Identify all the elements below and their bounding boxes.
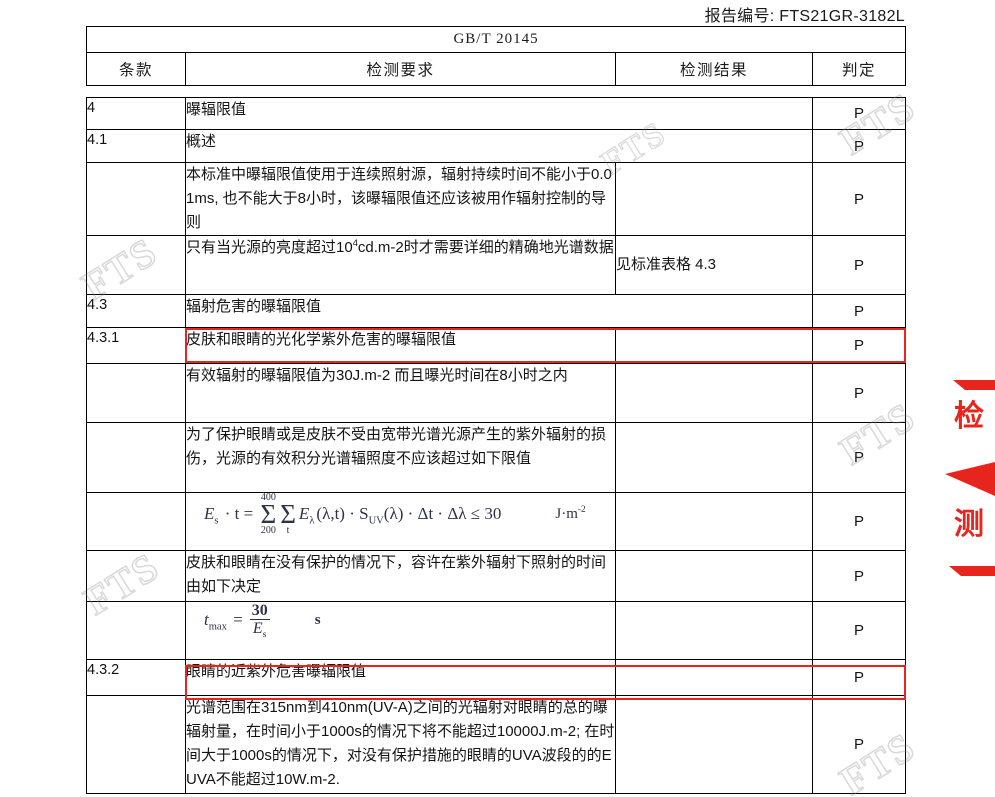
cell-clause xyxy=(86,363,186,423)
cell-result xyxy=(614,601,814,660)
table-header-row: 条款 检测要求 检测结果 判定 xyxy=(86,52,907,86)
cell-verdict: P xyxy=(812,492,907,551)
column-header-requirement: 检测要求 xyxy=(185,52,616,86)
cell-result: 见标准表格 4.3 xyxy=(614,235,814,295)
column-header-verdict: 判定 xyxy=(811,52,907,86)
cell-clause xyxy=(86,695,186,794)
cell-verdict: P xyxy=(812,162,907,236)
cell-clause xyxy=(86,550,186,602)
cell-verdict: P xyxy=(812,294,907,328)
cell-verdict: P xyxy=(812,550,907,602)
cell-verdict: P xyxy=(812,422,907,493)
cell-verdict: P xyxy=(812,235,907,295)
table-row: 4.3.2 眼睛的近紫外危害曝辐限值 P xyxy=(86,659,907,696)
table-row: 光谱范围在315nm到410nm(UV-A)之间的光辐射对眼睛的总的曝辐射量，在… xyxy=(86,695,907,794)
cell-requirement: 皮肤和眼睛在没有保护的情况下，容许在紫外辐射下照射的时间由如下决定 xyxy=(185,550,616,602)
table-row: 为了保护眼睛或是皮肤不受由宽带光谱光源产生的紫外辐射的损伤，光源的有效积分光谱辐… xyxy=(86,422,907,493)
cell-verdict: P xyxy=(812,327,907,364)
cell-verdict: P xyxy=(812,695,907,794)
cell-clause: 4.3.2 xyxy=(86,659,186,696)
cell-verdict: P xyxy=(812,97,907,130)
table-row: 4 曝辐限值 P xyxy=(86,97,907,130)
table-row: 只有当光源的亮度超过104cd.m-2时才需要详细的精确地光谱数据 见标准表格 4… xyxy=(86,235,907,295)
cell-verdict: P xyxy=(812,601,907,660)
table-row: 4.3.1 皮肤和眼睛的光化学紫外危害的曝辐限值 P xyxy=(86,327,907,364)
cell-clause: 4.1 xyxy=(86,129,186,163)
table-row: 本标准中曝辐限值使用于连续照射源，辐射持续时间不能小于0.01ms, 也不能大于… xyxy=(86,162,907,236)
cell-requirement: 为了保护眼睛或是皮肤不受由宽带光谱光源产生的紫外辐射的损伤，光源的有效积分光谱辐… xyxy=(185,422,616,493)
cell-clause xyxy=(86,235,186,295)
report-number: 报告编号: FTS21GR-3182L xyxy=(704,8,905,25)
cell-clause xyxy=(86,422,186,493)
cell-result xyxy=(614,492,814,551)
table-row: 皮肤和眼睛在没有保护的情况下，容许在紫外辐射下照射的时间由如下决定 P xyxy=(86,550,907,602)
cell-result xyxy=(614,550,814,602)
superscript-exponent: 4 xyxy=(352,238,358,248)
cell-requirement: 眼睛的近紫外危害曝辐限值 xyxy=(185,659,616,696)
column-header-result: 检测结果 xyxy=(615,52,813,86)
cell-result xyxy=(614,162,814,236)
cell-requirement: 概述 xyxy=(184,129,814,163)
cell-clause: 4 xyxy=(86,97,186,130)
cell-requirement: 只有当光源的亮度超过104cd.m-2时才需要详细的精确地光谱数据 xyxy=(185,235,616,295)
cell-clause xyxy=(86,601,186,660)
cell-clause xyxy=(86,162,186,236)
cell-requirement: tmax = 30 Es s xyxy=(185,601,616,660)
cell-requirement: 皮肤和眼睛的光化学紫外危害的曝辐限值 xyxy=(185,327,616,364)
standard-title: GB/T 20145 xyxy=(85,26,907,53)
column-header-clause: 条款 xyxy=(86,52,186,86)
cell-requirement: 曝辐限值 xyxy=(184,97,814,130)
inspection-table-body: 4 曝辐限值 P 4.1 概述 P 本标准中曝辐限值使用于连续照射源，辐射持续时间不能小于0… xyxy=(86,97,907,794)
table-row: 4.3 辐射危害的曝辐限值 P xyxy=(86,294,907,328)
table-row: tmax = 30 Es s P xyxy=(86,601,907,660)
svg-text:测: 测 xyxy=(954,508,984,541)
inspection-table-wrapper: GB/T 20145 条款 检测要求 检测结果 判定 4 曝辐限值 P 4.1 概述 P 本… xyxy=(85,26,907,794)
inspection-table: GB/T 20145 条款 检测要求 检测结果 判定 xyxy=(85,26,907,86)
cell-requirement: 光谱范围在315nm到410nm(UV-A)之间的光辐射对眼睛的总的曝辐射量，在… xyxy=(185,695,616,794)
cell-requirement: 本标准中曝辐限值使用于连续照射源，辐射持续时间不能小于0.01ms, 也不能大于… xyxy=(185,162,616,236)
svg-text:检: 检 xyxy=(954,399,984,433)
cell-requirement: 有效辐射的曝辐限值为30J.m-2 而且曝光时间在8小时之内 xyxy=(185,363,616,423)
cell-result xyxy=(614,659,814,696)
table-row: 有效辐射的曝辐限值为30J.m-2 而且曝光时间在8小时之内 P xyxy=(86,363,907,423)
formula-max-exposure-time: tmax = 30 Es s xyxy=(204,602,321,641)
cell-verdict: P xyxy=(812,363,907,423)
red-seal-stamp: 检 测 xyxy=(945,380,995,576)
cell-result xyxy=(614,327,814,364)
cell-clause: 4.3.1 xyxy=(86,327,186,364)
cell-result xyxy=(614,422,814,493)
cell-verdict: P xyxy=(812,129,907,163)
table-title-row: GB/T 20145 xyxy=(85,26,907,53)
cell-clause: 4.3 xyxy=(86,294,186,328)
cell-verdict: P xyxy=(812,659,907,696)
table-row: 4.1 概述 P xyxy=(86,129,907,163)
cell-clause xyxy=(86,492,186,551)
cell-requirement: 辐射危害的曝辐限值 xyxy=(184,294,814,328)
cell-result xyxy=(614,363,814,423)
cell-result xyxy=(614,695,814,794)
